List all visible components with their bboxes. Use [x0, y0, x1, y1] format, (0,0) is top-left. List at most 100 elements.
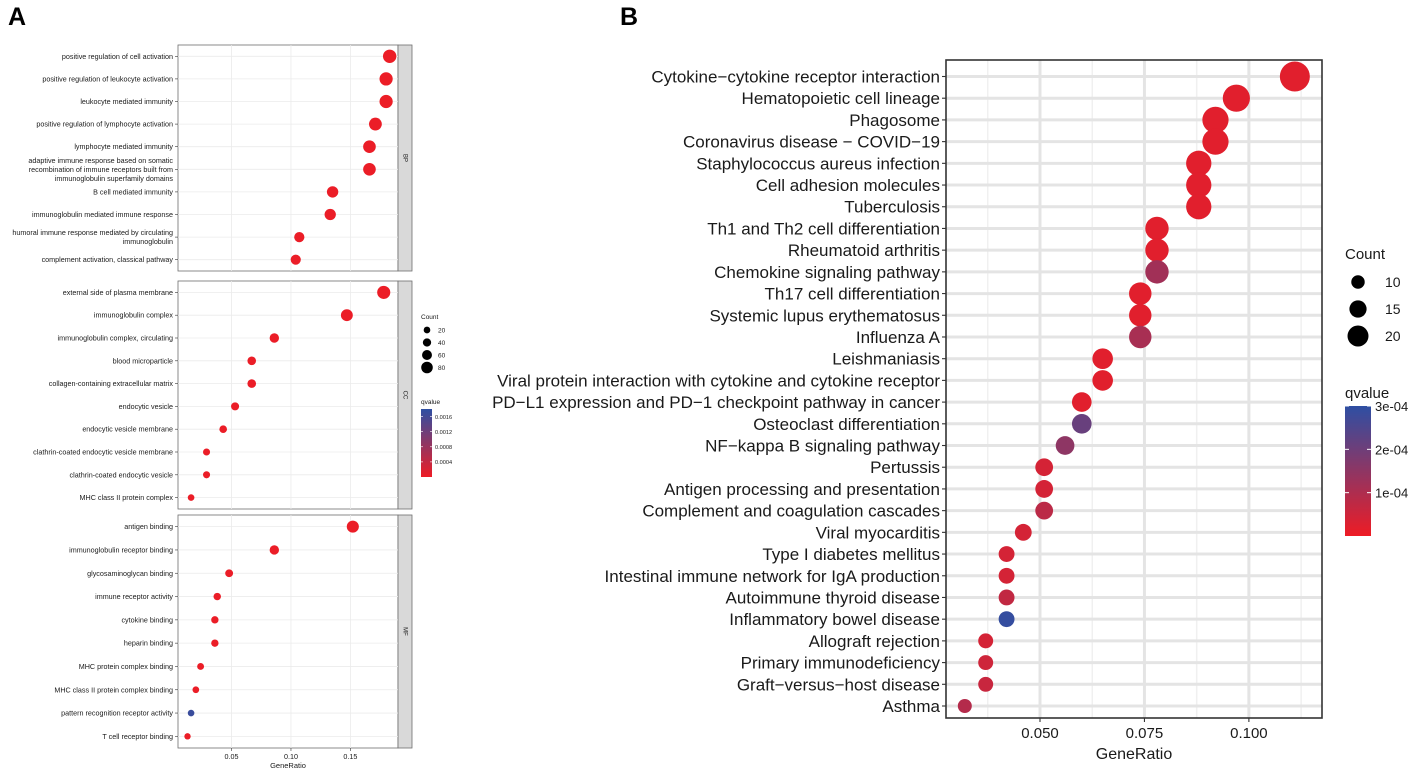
- term-label: collagen-containing extracellular matrix: [49, 379, 174, 388]
- legend-count-label: 40: [438, 340, 446, 347]
- dot: [957, 699, 972, 713]
- term-label: immunoglobulin mediated immune response: [32, 210, 173, 219]
- legend-count-label: 10: [1385, 274, 1401, 290]
- x-axis-title: GeneRatio: [1096, 746, 1173, 763]
- term-label: Viral protein interaction with cytokine …: [497, 371, 940, 390]
- term-label: antigen binding: [124, 522, 173, 531]
- colorbar-tick-label: 2e-04: [1375, 442, 1408, 457]
- term-label: MHC class II protein complex: [80, 493, 174, 502]
- legend-count-title: Count: [1345, 246, 1386, 263]
- term-label: immune receptor activity: [95, 592, 173, 601]
- x-tick-label: 0.075: [1126, 725, 1164, 742]
- term-label: external side of plasma membrane: [63, 288, 173, 297]
- legend-qvalue-title: qvalue: [421, 399, 441, 406]
- dot: [1014, 523, 1032, 541]
- dot: [1222, 84, 1250, 112]
- term-label: blood microparticle: [113, 356, 173, 365]
- plot-background: [946, 60, 1322, 718]
- dot: [1092, 370, 1113, 391]
- panel-a-dotplot: BP positive regulation of cell activation…: [12, 44, 452, 769]
- dot: [377, 285, 391, 299]
- dot: [1055, 436, 1075, 455]
- dot: [192, 686, 200, 694]
- term-label: glycosaminoglycan binding: [87, 569, 173, 578]
- term-label: PD−L1 expression and PD−1 checkpoint pat…: [492, 393, 940, 412]
- term-label: clathrin-coated endocytic vesicle: [70, 470, 173, 479]
- term-label: Hematopoietic cell lineage: [742, 89, 940, 108]
- dot: [1186, 194, 1212, 220]
- dot: [382, 49, 397, 64]
- dot: [1129, 325, 1152, 349]
- dot: [1145, 238, 1169, 262]
- dot: [978, 676, 994, 692]
- dot: [197, 663, 205, 670]
- dot: [978, 655, 994, 671]
- term-label: Allograft rejection: [809, 632, 940, 651]
- dot: [1202, 106, 1229, 134]
- dot: [1145, 260, 1169, 284]
- dot: [213, 592, 221, 601]
- dot: [1035, 480, 1054, 498]
- dot: [998, 546, 1015, 562]
- dot: [363, 162, 376, 176]
- term-label: cytokine binding: [121, 615, 173, 624]
- dot: [1129, 282, 1152, 305]
- dot: [1092, 348, 1113, 369]
- term-label: immunoglobulin: [123, 237, 173, 246]
- x-tick-label: 0.050: [1021, 725, 1059, 742]
- legend-colorbar: [1345, 406, 1371, 536]
- colorbar-tick-label: 1e-04: [1375, 486, 1408, 501]
- dot: [1279, 61, 1310, 92]
- dot: [363, 140, 376, 154]
- dot: [346, 520, 359, 533]
- facet-cc: CC external side of plasma membrane immuno…: [33, 280, 413, 510]
- term-label: Asthma: [882, 697, 940, 716]
- term-label: Systemic lupus erythematosus: [709, 306, 940, 325]
- dot: [203, 448, 211, 456]
- term-label: Type I diabetes mellitus: [762, 545, 940, 564]
- dot: [1071, 413, 1092, 434]
- colorbar-tick-label: 3e-04: [1375, 399, 1408, 414]
- term-label: Coronavirus disease − COVID−19: [683, 133, 940, 152]
- dot: [1035, 458, 1054, 477]
- dot: [231, 402, 240, 411]
- facet-panel-border: [177, 280, 399, 510]
- dot: [1145, 216, 1169, 241]
- term-label: Staphylococcus aureus infection: [696, 154, 940, 173]
- legend-count-title: Count: [421, 314, 439, 321]
- term-label: immunoglobulin complex, circulating: [58, 334, 173, 343]
- dot: [187, 494, 195, 501]
- legend-count-dot: [421, 361, 433, 374]
- term-label: adaptive immune response based on somati…: [28, 156, 173, 165]
- dot: [1071, 392, 1092, 412]
- dot: [326, 186, 339, 198]
- term-label: endocytic vesicle membrane: [82, 425, 173, 434]
- term-label: lymphocyte mediated immunity: [74, 142, 173, 151]
- legend-count-label: 60: [438, 352, 446, 359]
- term-label: Intestinal immune network for IgA produc…: [605, 567, 940, 586]
- facet-strip: [397, 44, 413, 272]
- legend-qvalue-title: qvalue: [1345, 385, 1389, 402]
- colorbar-tick-label: 0.0016: [435, 415, 452, 421]
- legend-count-dot: [422, 338, 432, 347]
- term-label: Antigen processing and presentation: [664, 480, 940, 499]
- term-label: MHC class II protein complex binding: [54, 685, 173, 694]
- term-label: Tuberculosis: [844, 198, 940, 217]
- term-label: Inflammatory bowel disease: [729, 610, 940, 629]
- term-label: heparin binding: [124, 639, 173, 648]
- dot: [1035, 501, 1054, 520]
- term-label: recombination of immune receptors built …: [29, 165, 173, 174]
- dot: [187, 709, 195, 717]
- term-label: positive regulation of lymphocyte activa…: [36, 120, 173, 129]
- term-label: immunoglobulin receptor binding: [69, 545, 173, 554]
- colorbar-tick-label: 0.0008: [435, 445, 452, 451]
- dot: [1129, 304, 1152, 327]
- x-tick-label: 0.100: [1230, 725, 1268, 742]
- term-label: Phagosome: [849, 111, 940, 130]
- dot: [368, 117, 382, 131]
- facet-panel-border: [177, 44, 399, 272]
- colorbar-tick-label: 0.0004: [435, 460, 452, 466]
- legend-count-dot: [422, 350, 432, 360]
- plot-border: [945, 59, 1323, 719]
- term-label: Complement and coagulation cascades: [642, 502, 940, 521]
